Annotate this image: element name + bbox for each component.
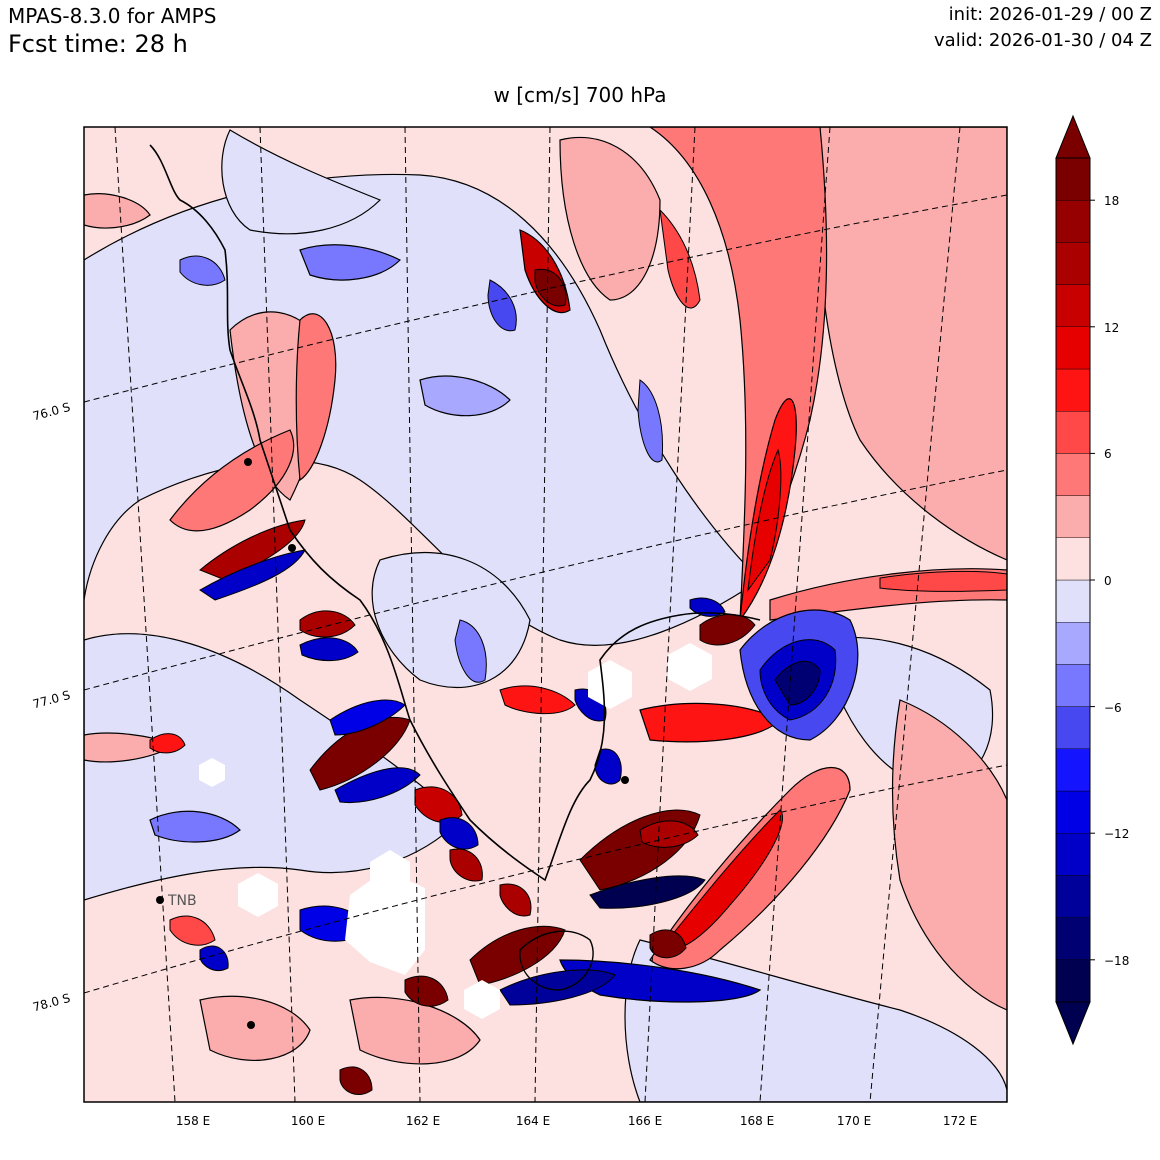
colorbar-bin [1055,453,1091,496]
downdraft-regions [149,244,859,1003]
colorbar-bin [1055,537,1091,581]
colorbar-bin [1055,917,1091,960]
graticule [84,127,1007,1102]
colorbar-tick-labels: 18 12 6 0 −12 −6 −18 [1104,194,1129,968]
colorbar-bin [1055,790,1091,834]
lon-label-160: 160 E [291,1114,325,1128]
ross-island-coast [519,930,594,991]
lon-label-168: 168 E [740,1114,774,1128]
colorbar-bin [1055,495,1091,539]
lat-label-76: 76.0 S [31,400,71,423]
colorbar-bin [1055,664,1091,707]
cbar-tick-neg12: −12 [1104,827,1129,841]
cbar-tick-neg18: −18 [1104,954,1129,968]
colorbar-bin [1055,622,1091,665]
lon-label-172: 172 E [943,1114,977,1128]
latitude-labels: 76.0 S 77.0 S 78.0 S [31,400,71,1014]
lon-label-166: 166 E [628,1114,662,1128]
cbar-tick-6: 6 [1104,447,1112,461]
vertical-velocity-field: TNB [84,127,1007,1102]
lon-label-158: 158 E [176,1114,210,1128]
coastline [149,144,761,882]
lon-label-162: 162 E [406,1114,440,1128]
colorbar-bin [1055,411,1091,454]
updraft-plumes [149,127,1007,970]
colorbar-bin [1055,242,1091,285]
colorbar-bin [1055,748,1091,792]
colorbar-bin [1055,284,1091,328]
mountain-wave-trains [199,268,756,1095]
init-time-label: init: 2026-01-29 / 00 Z [948,4,1152,25]
lat-label-78: 78.0 S [31,991,71,1014]
lon-label-170: 170 E [837,1114,871,1128]
station-label: TNB [167,893,197,909]
colorbar-bin [1055,199,1091,243]
colorbar-frame [1055,157,1091,1003]
colorbar-bin [1055,875,1091,918]
cbar-tick-0: 0 [1104,574,1112,588]
map-frame [83,126,1008,1103]
colorbar-bin [1055,959,1091,1003]
lat-label-77: 77.0 S [31,688,71,711]
cbar-tick-18: 18 [1104,194,1119,208]
colorbar-bin [1055,157,1091,201]
cbar-tick-12: 12 [1104,321,1119,335]
plot-title: w [cm/s] 700 hPa [493,83,667,107]
forecast-time-label: Fcst time: 28 h [8,30,188,58]
colorbar [1055,114,1095,1046]
missing-data-cells [199,643,712,1019]
colorbar-extend-max [1055,114,1091,159]
weak-uplift-areas [84,127,1007,1065]
station-markers [156,458,629,1029]
colorbar-bin [1055,326,1091,370]
colorbar-bin [1055,833,1091,876]
colorbar-bin [1055,579,1091,623]
lon-label-164: 164 E [516,1114,550,1128]
colorbar-bin [1055,368,1091,412]
cbar-tick-neg6: −6 [1104,701,1122,715]
colorbar-extend-min [1055,1001,1091,1046]
colorbar-bin [1055,706,1091,749]
valid-time-label: valid: 2026-01-30 / 04 Z [934,30,1152,51]
model-label: MPAS-8.3.0 for AMPS [8,4,217,28]
longitude-labels: 158 E 160 E 162 E 164 E 166 E 168 E 170 … [176,1114,977,1128]
